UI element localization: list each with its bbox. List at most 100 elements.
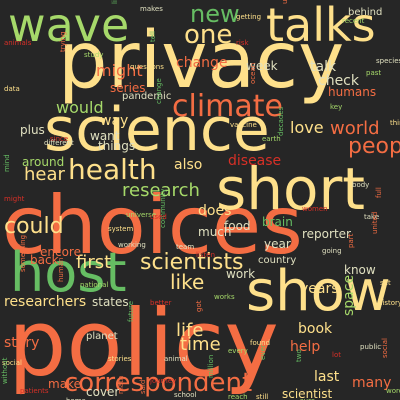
- word-small: going: [322, 247, 342, 255]
- word-small: human: [57, 257, 65, 282]
- word-small: decades: [277, 106, 285, 136]
- word-space: space: [341, 274, 357, 316]
- word-climate: climate: [172, 89, 283, 124]
- word-much: much: [198, 225, 232, 239]
- word-small: history: [378, 299, 400, 307]
- word-one: one: [184, 20, 233, 50]
- word-states: states: [92, 295, 129, 309]
- word-small: listen: [196, 251, 216, 259]
- word-small: full: [375, 187, 383, 198]
- word-wave: wave: [8, 0, 130, 52]
- word-scientist: scientist: [282, 387, 333, 400]
- word-around: around: [22, 155, 65, 169]
- word-short: short: [216, 155, 366, 223]
- word-researchers: researchers: [4, 294, 87, 310]
- word-small: body: [352, 181, 370, 189]
- word-could: could: [4, 214, 64, 239]
- word-small: animal: [164, 355, 188, 363]
- word-series: series: [110, 81, 146, 95]
- word-small: women: [302, 205, 328, 213]
- word-work: work: [226, 267, 256, 281]
- word-help: help: [290, 339, 321, 355]
- word-country: country: [258, 255, 297, 266]
- word-small: works: [214, 293, 235, 301]
- word-small: school: [174, 391, 197, 399]
- word-pandemic: pandemic: [122, 91, 172, 102]
- word-small: two: [295, 349, 303, 362]
- word-host: host: [10, 241, 127, 304]
- word-research: research: [122, 180, 200, 201]
- word-life: life: [176, 320, 204, 341]
- word-small: community: [159, 188, 167, 228]
- word-plus: plus: [20, 123, 45, 137]
- word-time: time: [180, 334, 221, 355]
- word-planet: planet: [86, 331, 118, 342]
- word-small: sure: [300, 398, 315, 400]
- word-small: found: [250, 339, 271, 347]
- word-like: like: [170, 270, 205, 294]
- word-hear: hear: [24, 164, 65, 185]
- word-small: makes: [140, 5, 163, 13]
- word-would: would: [56, 98, 104, 117]
- word-does: does: [198, 203, 232, 219]
- word-small: better: [150, 299, 172, 307]
- word-also: also: [174, 157, 203, 173]
- word-small: lot: [332, 351, 341, 359]
- word-year: year: [264, 237, 291, 251]
- word-correspondent: correspondent: [64, 368, 253, 398]
- word-small: words: [386, 387, 400, 395]
- word-small: patients: [20, 387, 49, 395]
- word-privacy: privacy: [58, 16, 345, 106]
- word-small: might: [4, 195, 25, 203]
- word-humans: humans: [328, 85, 377, 99]
- word-behind: behind: [348, 7, 383, 18]
- word-years: years: [300, 281, 339, 297]
- word-small: mind: [3, 154, 11, 172]
- word-small: data: [4, 85, 20, 93]
- word-small: system: [108, 225, 134, 233]
- word-small: national: [80, 281, 109, 289]
- word-small: journey: [150, 377, 177, 385]
- word-small: getting: [236, 13, 262, 21]
- word-small: future: [127, 300, 135, 322]
- word-food: food: [224, 219, 251, 233]
- word-small: home: [66, 398, 86, 400]
- word-week: week: [246, 59, 278, 73]
- word-small: used: [150, 213, 167, 221]
- word-small: public: [360, 343, 382, 351]
- word-brain: brain: [262, 215, 293, 229]
- word-small: working: [118, 241, 146, 249]
- word-small: earth: [262, 135, 281, 143]
- word-many: many: [352, 375, 392, 391]
- word-show: show: [246, 259, 391, 324]
- word-small: like: [111, 0, 119, 4]
- word-might: might: [96, 61, 143, 80]
- word-reporter: reporter: [302, 227, 351, 241]
- word-disease: disease: [228, 153, 282, 169]
- word-science: science: [44, 95, 270, 165]
- word-scientists: scientists: [140, 250, 244, 275]
- word-cover: cover: [86, 385, 120, 399]
- word-small: animals: [4, 39, 32, 47]
- word-know: know: [344, 263, 376, 277]
- word-small: still: [256, 393, 269, 400]
- word-small: team: [176, 243, 195, 251]
- word-people: people: [348, 134, 400, 159]
- word-small: without: [1, 357, 9, 384]
- word-choices: choices: [2, 179, 303, 272]
- word-small: something: [19, 234, 27, 272]
- word-small: ocean: [249, 62, 257, 84]
- word-small: universe: [126, 211, 157, 219]
- word-small: trying: [59, 31, 67, 52]
- word-small: social: [381, 338, 389, 358]
- word-things: things: [98, 139, 136, 153]
- word-small: social: [2, 359, 22, 367]
- word-want: want: [90, 129, 120, 143]
- word-small: since: [50, 135, 69, 143]
- word-encore: encore: [40, 245, 81, 259]
- word-small: got: [195, 300, 203, 312]
- word-small: said: [139, 379, 147, 394]
- word-small: take: [364, 213, 380, 221]
- word-small: recent: [342, 17, 365, 25]
